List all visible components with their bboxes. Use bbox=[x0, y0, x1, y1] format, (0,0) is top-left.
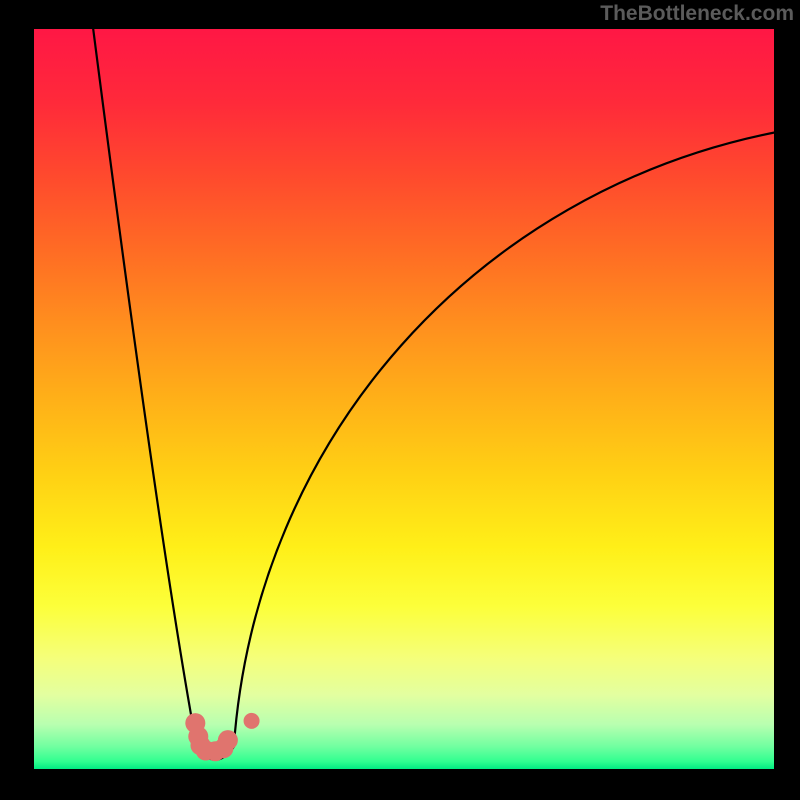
data-point bbox=[244, 713, 260, 729]
data-point bbox=[218, 730, 238, 750]
plot-svg bbox=[34, 29, 774, 769]
gradient-background bbox=[34, 29, 774, 769]
watermark-label: TheBottleneck.com bbox=[600, 2, 794, 26]
figure-frame: TheBottleneck.com bbox=[0, 0, 800, 800]
plot-area bbox=[34, 29, 774, 769]
